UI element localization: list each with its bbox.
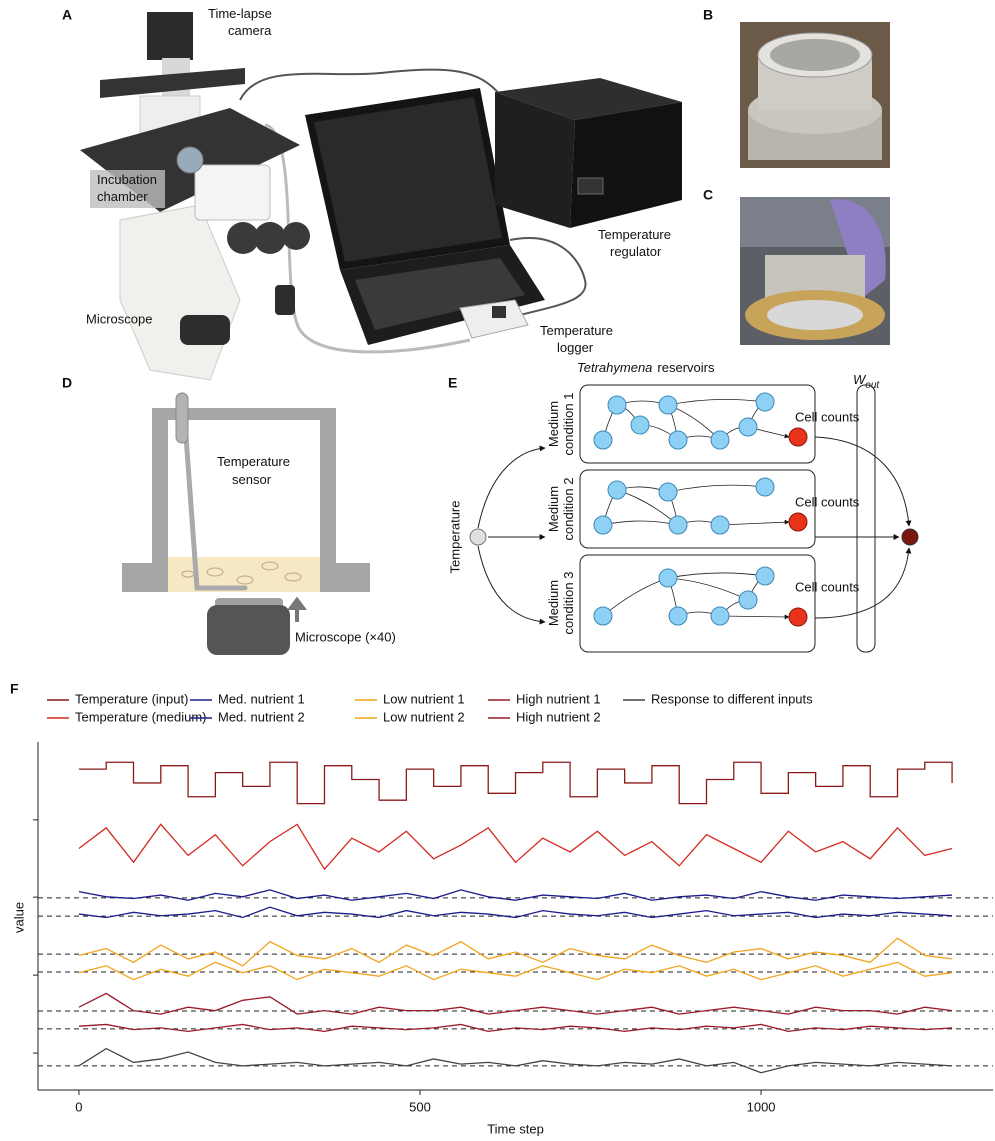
- reservoir-node: [594, 607, 612, 625]
- legend-label: Low nutrient 2: [383, 709, 465, 724]
- cell-counts-label: Cell counts: [795, 579, 860, 594]
- reservoir-node: [756, 567, 774, 585]
- y-axis-label: value: [11, 902, 26, 933]
- reservoir-node: [608, 396, 626, 414]
- reservoir-node: [739, 591, 757, 609]
- legend-label: Temperature (input): [75, 691, 188, 706]
- legend-label: High nutrient 1: [516, 691, 601, 706]
- legend-label: Response to different inputs: [651, 691, 813, 706]
- reservoir-node: [594, 516, 612, 534]
- figure: Cell countsMediumcondition 1Cell countsM…: [0, 0, 995, 1141]
- condition-line: Medium: [546, 580, 561, 626]
- legend-label: High nutrient 2: [516, 709, 601, 724]
- reservoir-node: [756, 393, 774, 411]
- x-axis-label: Time step: [487, 1121, 544, 1136]
- panel-label: F: [10, 681, 19, 697]
- reservoir-node: [594, 431, 612, 449]
- series-line: [79, 824, 952, 869]
- edge: [668, 573, 765, 578]
- x-tick-label: 0: [75, 1099, 82, 1114]
- panel-b-photo: [740, 22, 890, 168]
- reservoir-node: [669, 431, 687, 449]
- edge: [603, 521, 678, 525]
- panel-label: A: [62, 7, 72, 23]
- x-tick-label: 1000: [747, 1099, 776, 1114]
- reservoir-node: [631, 416, 649, 434]
- condition-label: Mediumcondition 2: [546, 478, 576, 541]
- condition-line: condition 1: [561, 393, 576, 456]
- reservoir-node: [739, 418, 757, 436]
- legend-label: Low nutrient 1: [383, 691, 465, 706]
- series-line: [79, 762, 952, 803]
- panel-c-photo: [740, 197, 890, 345]
- output-node: [902, 529, 918, 545]
- reservoir-node: [756, 478, 774, 496]
- reservoir-node: [608, 481, 626, 499]
- series-line: [79, 1024, 952, 1031]
- edge: [720, 522, 789, 525]
- condition-label: Mediumcondition 3: [546, 572, 576, 635]
- panel-label: C: [703, 187, 713, 203]
- legend-label: Temperature (medium): [75, 709, 207, 724]
- annotation: Microscope (×40): [295, 629, 396, 644]
- panel-d-diagram: [122, 393, 370, 655]
- series-line: [79, 938, 952, 966]
- panel-label: B: [703, 7, 713, 23]
- condition-line: Medium: [546, 401, 561, 447]
- edge: [668, 485, 765, 492]
- edge: [668, 399, 765, 405]
- reservoir-box: [580, 555, 815, 652]
- legend-label: Med. nutrient 2: [218, 709, 305, 724]
- x-tick-label: 500: [409, 1099, 431, 1114]
- reservoir-node: [669, 516, 687, 534]
- cell-counts-label: Cell counts: [795, 409, 860, 424]
- reservoir-node: [711, 431, 729, 449]
- reservoir-node: [659, 396, 677, 414]
- input-node: [470, 529, 486, 545]
- cell-counts-label: Cell counts: [795, 494, 860, 509]
- input-label: Temperature: [447, 501, 462, 574]
- reservoir-node: [711, 516, 729, 534]
- panel-label: E: [448, 375, 457, 391]
- reservoir-node: [669, 607, 687, 625]
- condition-label: Mediumcondition 1: [546, 393, 576, 456]
- count-node: [789, 608, 807, 626]
- edge: [720, 616, 789, 617]
- count-node: [789, 428, 807, 446]
- legend-label: Med. nutrient 1: [218, 691, 305, 706]
- condition-line: condition 2: [561, 478, 576, 541]
- panel-label: D: [62, 375, 72, 391]
- series-line: [79, 890, 952, 900]
- reservoir-node: [659, 483, 677, 501]
- series-line: [79, 1049, 952, 1073]
- reservoir-node: [711, 607, 729, 625]
- condition-line: condition 3: [561, 572, 576, 635]
- edge: [668, 578, 748, 600]
- annotation: Microscope: [86, 311, 152, 326]
- readout-label: Wout: [853, 372, 880, 390]
- condition-line: Medium: [546, 486, 561, 532]
- count-node: [789, 513, 807, 531]
- series-line: [79, 962, 952, 979]
- reservoir-node: [659, 569, 677, 587]
- edge: [603, 578, 668, 616]
